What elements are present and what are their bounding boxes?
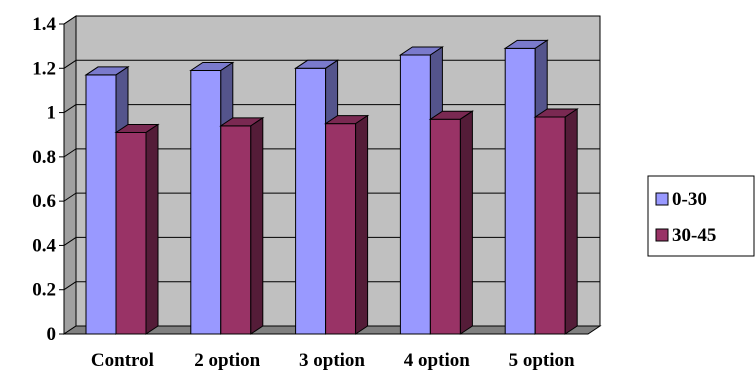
bar-side-30-45-3 option <box>355 114 369 335</box>
bar-0-30-5 option[interactable] <box>504 47 536 335</box>
y-tick-label: 0.2 <box>32 280 56 301</box>
bar-30-45-5 option[interactable] <box>534 116 566 335</box>
y-tick-label: 1.4 <box>32 14 56 35</box>
gridline-side <box>63 148 77 158</box>
gridline-side <box>63 192 77 202</box>
gridline-side <box>63 59 77 69</box>
y-tick-label: 1 <box>47 103 57 124</box>
bar-30-45-4 option[interactable] <box>429 118 461 335</box>
gridline-side <box>63 237 77 246</box>
bar-0-30-2 option[interactable] <box>190 70 222 335</box>
legend-label: 0-30 <box>672 189 707 210</box>
bar-30-45-3 option[interactable] <box>325 123 357 335</box>
bar-side-30-45-Control <box>145 123 159 335</box>
gridline-side <box>63 15 77 25</box>
x-category-label: Control <box>91 350 154 371</box>
legend-label: 30-45 <box>672 225 716 246</box>
bar-side-30-45-2 option <box>250 116 264 335</box>
y-tick-label: 1.2 <box>32 58 56 79</box>
x-category-label: 5 option <box>509 350 575 371</box>
legend-swatch-30-45 <box>655 228 669 242</box>
bar-0-30-4 option[interactable] <box>399 54 431 335</box>
bar-30-45-2 option[interactable] <box>220 125 252 335</box>
x-category-label: 2 option <box>194 350 260 371</box>
bar-0-30-Control[interactable] <box>85 74 117 335</box>
bar-30-45-Control[interactable] <box>115 132 147 335</box>
y-tick-label: 0.4 <box>32 235 56 256</box>
legend-box <box>647 175 755 257</box>
y-tick-label: 0 <box>47 324 57 345</box>
bar-side-30-45-5 option <box>564 108 578 335</box>
y-tick-label: 0.6 <box>32 191 56 212</box>
x-category-label: 4 option <box>404 350 470 371</box>
bar-0-30-3 option[interactable] <box>295 67 327 335</box>
x-category-label: 3 option <box>299 350 365 371</box>
y-tick-label: 0.8 <box>32 147 56 168</box>
gridline-side <box>63 104 77 113</box>
bar-side-30-45-4 option <box>459 110 473 335</box>
legend-swatch-0-30 <box>655 192 669 206</box>
gridline-side <box>63 281 77 291</box>
